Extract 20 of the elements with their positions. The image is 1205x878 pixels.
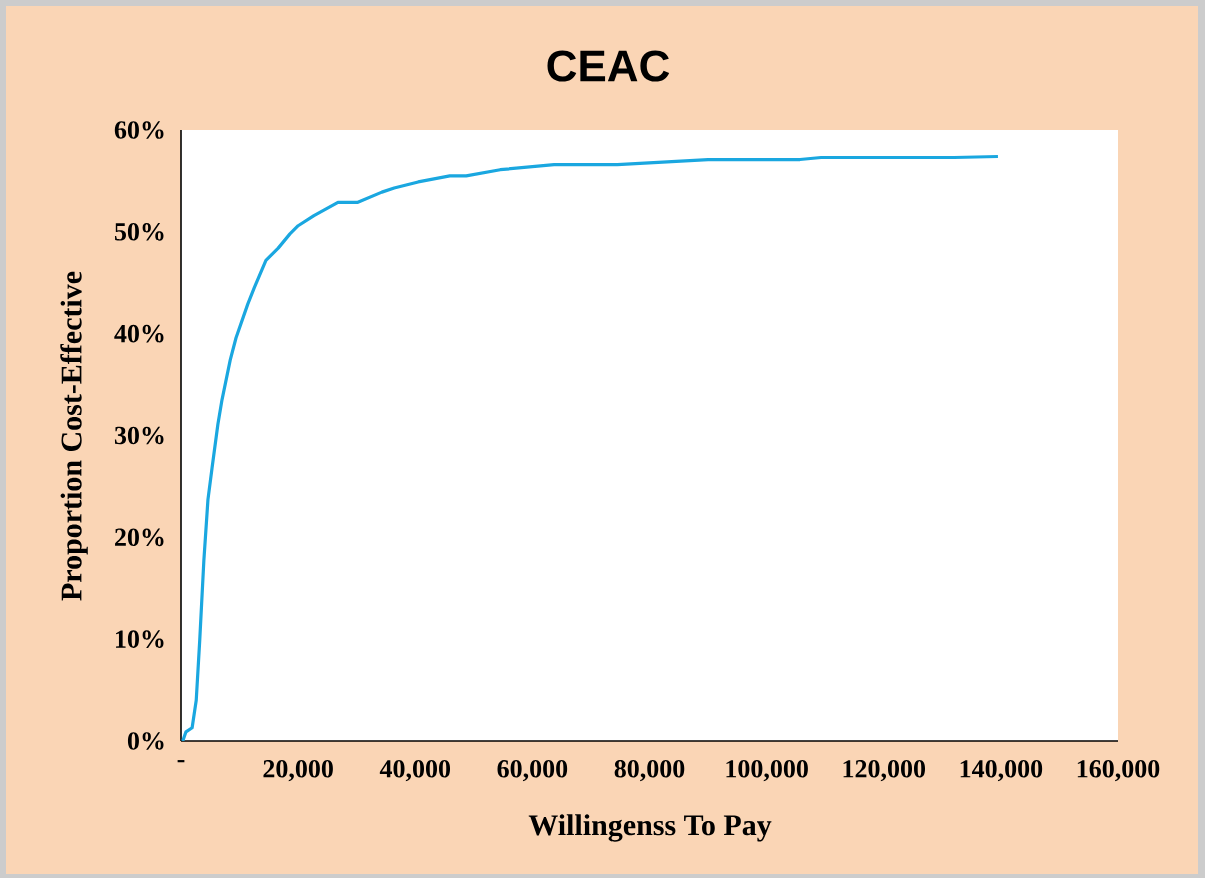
y-tick-label: 40% <box>114 324 164 343</box>
y-tick-label: 10% <box>116 630 164 648</box>
x-tick-label: 20,000 <box>263 760 333 782</box>
x-tick-label: - <box>177 760 185 763</box>
x-tick-label: 140,000 <box>960 760 1043 782</box>
chart-title: CEAC <box>547 50 670 82</box>
y-tick-label: 50% <box>114 223 164 241</box>
y-axis-title: Proportion Cost-Effective <box>60 271 88 601</box>
x-tick-label: 80,000 <box>614 760 685 782</box>
x-tick-label: 120,000 <box>843 760 926 782</box>
line-series <box>181 154 1000 741</box>
x-tick-label: 40,000 <box>379 760 451 782</box>
x-tick-label: 100,000 <box>726 760 808 782</box>
y-tick-label: 60% <box>114 121 164 139</box>
x-tick-label: 60,000 <box>497 760 568 782</box>
y-tick-label: 20% <box>115 528 164 547</box>
y-tick-label: 30% <box>114 426 164 445</box>
x-tick-label: 160,000 <box>1077 760 1160 782</box>
y-tick-label: 0% <box>127 732 164 750</box>
x-axis-title: Willingenss To Pay <box>528 814 772 842</box>
